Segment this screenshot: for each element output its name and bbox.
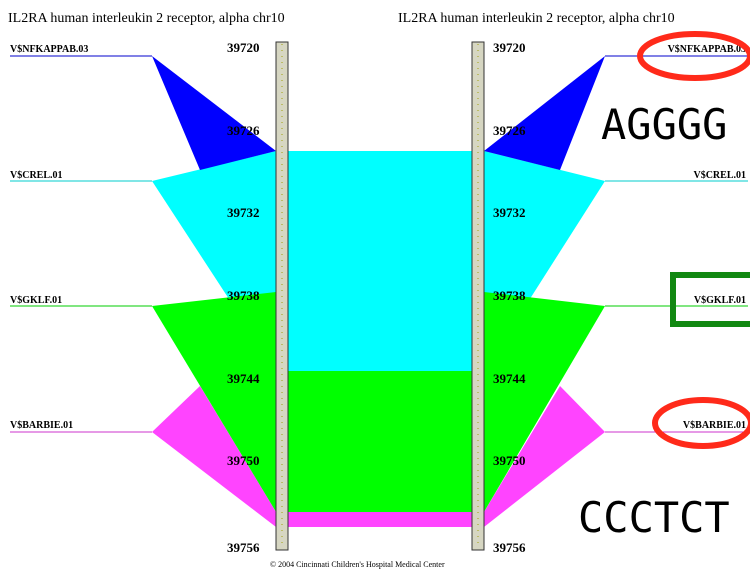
right-factor-label-barbie[interactable]: V$BARBIE.01 [683, 420, 746, 431]
right-barbie-wedge [484, 386, 605, 527]
right-title: IL2RA human interleukin 2 receptor, alph… [398, 11, 675, 26]
right-tick-label: 39726 [493, 123, 526, 138]
left-factor-label-gklf[interactable]: V$GKLF.01 [10, 295, 62, 306]
left-title: IL2RA human interleukin 2 receptor, alph… [8, 11, 285, 26]
right-factor-label-crel[interactable]: V$CREL.01 [693, 170, 746, 181]
right-tick-label: 39738 [493, 288, 526, 303]
gklf-band [288, 371, 472, 512]
left-tick-label: 39756 [227, 540, 260, 555]
left-factor-label-crel[interactable]: V$CREL.01 [10, 170, 63, 181]
right-nfkappab-wedge [484, 56, 605, 170]
right-tick-label: 39756 [493, 540, 526, 555]
crel-band [288, 151, 472, 371]
right-gklf-wedge [484, 292, 605, 512]
left-tick-label: 39732 [227, 205, 260, 220]
left-tick-label: 39720 [227, 40, 260, 55]
left-nfkappab-wedge [152, 56, 276, 170]
left-factor-label-nfkappab[interactable]: V$NFKAPPAB.03 [10, 44, 88, 55]
right-tick-label: 39732 [493, 205, 526, 220]
left-barbie-wedge [152, 386, 276, 527]
left-axis: 39720 39726 39732 39738 39744 39750 3975… [227, 40, 260, 555]
barbie-highlight-circle [652, 397, 750, 449]
gklf-highlight-box [670, 272, 750, 327]
left-tick-label: 39750 [227, 453, 260, 468]
right-tick-label: 39720 [493, 40, 526, 55]
sequence-note-top: AGGGG [601, 100, 727, 149]
right-axis: 39720 39726 39732 39738 39744 39750 3975… [493, 40, 526, 555]
left-tick-label: 39744 [227, 371, 260, 386]
right-factor-label-gklf[interactable]: V$GKLF.01 [694, 295, 746, 306]
sequence-note-bottom: CCCTCT [578, 493, 730, 542]
right-factor-label-nfkappab[interactable]: V$NFKAPPAB.03 [668, 44, 746, 55]
left-tick-label: 39726 [227, 123, 260, 138]
left-gklf-wedge [152, 292, 276, 512]
nfkappab-highlight-circle [637, 31, 750, 81]
right-tick-label: 39750 [493, 453, 526, 468]
copyright-footer: © 2004 Cincinnati Children's Hospital Me… [270, 560, 445, 569]
barbie-band [288, 512, 472, 527]
right-tick-label: 39744 [493, 371, 526, 386]
left-factor-label-barbie[interactable]: V$BARBIE.01 [10, 420, 73, 431]
left-tick-label: 39738 [227, 288, 260, 303]
